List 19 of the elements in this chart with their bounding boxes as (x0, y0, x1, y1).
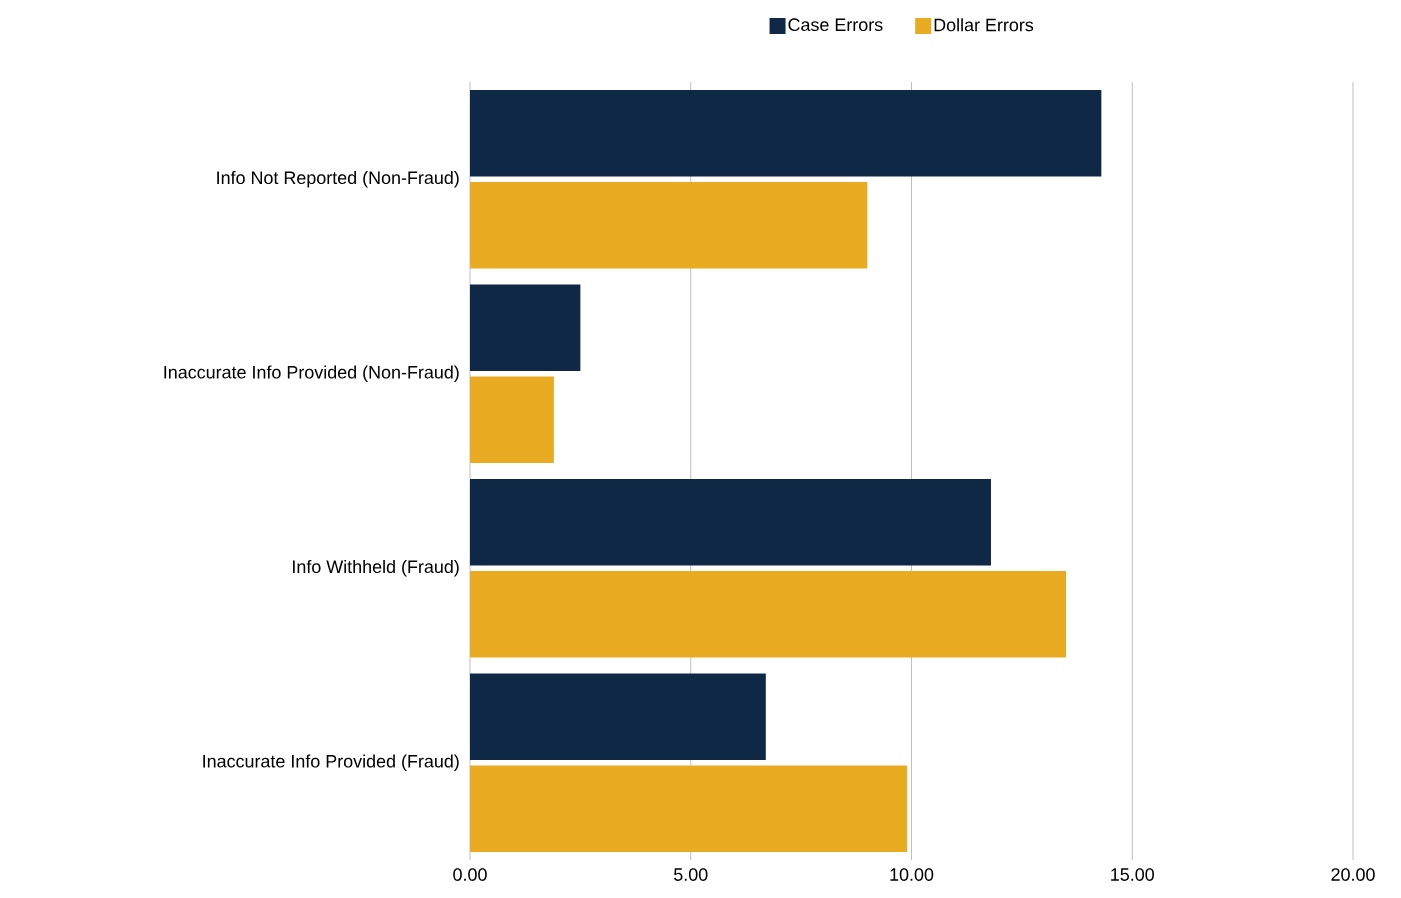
x-tick-label: 15.00 (1111, 868, 1154, 881)
y-tick-label: Info Not Reported (Non-Fraud) (217, 170, 459, 188)
bar (470, 673, 766, 761)
bar (470, 181, 868, 269)
x-tick-label: 10.00 (890, 868, 934, 881)
bar (470, 765, 908, 853)
x-tick-label: 20.00 (1331, 868, 1375, 881)
bar (470, 284, 581, 372)
bar (470, 376, 554, 464)
x-tick-label: 0.00 (453, 868, 487, 881)
bar (470, 570, 1067, 658)
x-tick-label: 5.00 (674, 868, 708, 881)
legend-label: Case Errors (788, 18, 883, 32)
bar (470, 478, 991, 566)
y-tick-label: Info Withheld (Fraud) (293, 559, 459, 577)
bar (470, 89, 1102, 177)
y-tick-label: Inaccurate Info Provided (Fraud) (203, 754, 459, 772)
y-tick-label: Inaccurate Info Provided (Non-Fraud) (164, 365, 459, 383)
legend-label: Dollar Errors (934, 18, 1034, 32)
